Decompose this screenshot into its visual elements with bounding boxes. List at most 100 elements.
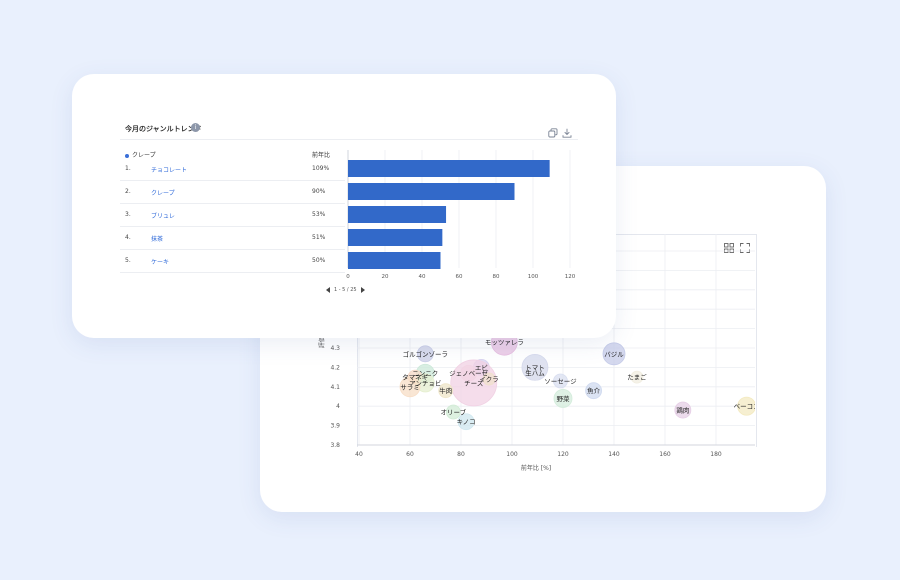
rank: 3. (125, 211, 131, 218)
x-tick-label: 180 (710, 451, 722, 458)
x-tick-label: 140 (608, 451, 620, 458)
bubble[interactable] (399, 376, 421, 398)
y-tick-label: 3.8 (330, 442, 340, 449)
bubble[interactable] (416, 345, 434, 363)
pagination: 1 - 5 / 25 (326, 287, 365, 294)
expand-icon[interactable] (740, 238, 750, 253)
bar[interactable] (348, 229, 443, 246)
rank: 5. (125, 257, 131, 264)
bubble[interactable] (438, 383, 454, 399)
bubble-label: ベーコン (734, 403, 760, 411)
x-tick-label: 100 (506, 451, 518, 458)
bubble-label: 鶏肉 (676, 406, 689, 415)
x-tick-label: 40 (355, 451, 363, 458)
bubble-label: ニンニク (412, 370, 438, 378)
x-tick-label: 0 (346, 274, 350, 280)
trend-card (72, 74, 616, 338)
table-row[interactable]: 1. チョコレート 109% (120, 157, 345, 181)
x-tick-label: 20 (382, 274, 389, 280)
bubble-label: たまご (627, 373, 647, 382)
bubble-label: モッツァレラ (485, 339, 524, 347)
bubble[interactable] (450, 359, 498, 407)
bubble-label: ゴルゴンゾーラ (403, 349, 448, 358)
bar[interactable] (348, 183, 515, 200)
info-icon[interactable]: i (191, 123, 200, 132)
page-range: 1 - 5 / 25 (334, 287, 357, 293)
x-tick-label: 120 (557, 451, 569, 458)
bubble[interactable] (482, 372, 496, 386)
bubble[interactable] (457, 413, 475, 431)
bubble-label: ソーセージ (544, 377, 577, 385)
x-axis-title: 前年比 [%] (521, 464, 551, 472)
y-tick-label: 4 (336, 403, 340, 410)
x-tick-label: 60 (406, 451, 414, 458)
bubble[interactable] (585, 382, 603, 400)
bubble-label: 生ハム (525, 369, 545, 378)
bubble-label: サラミ (400, 383, 420, 391)
yoy-column-header: 前年比 (312, 152, 331, 159)
bubble-label: ジェノベーゼ (449, 369, 489, 378)
rank: 2. (125, 188, 131, 195)
copy-icon[interactable] (548, 123, 558, 142)
x-tick-label: 120 (565, 274, 576, 280)
bar[interactable] (348, 160, 550, 177)
bubble[interactable] (737, 396, 756, 416)
genre-link[interactable]: 抹茶 (151, 236, 164, 243)
bubble-label: イクラ (479, 376, 498, 384)
bar[interactable] (348, 206, 447, 223)
y-tick-label: 3.9 (330, 423, 340, 430)
genre-link[interactable]: クレープ (151, 190, 175, 197)
table-row[interactable]: 2. クレープ 90% (120, 180, 345, 204)
download-icon[interactable] (562, 123, 572, 142)
bubble-label: キノコ (457, 418, 476, 426)
genre-link[interactable]: ブリュレ (151, 213, 175, 220)
bubble-label: オリーブ (441, 408, 467, 417)
card-title: 今月のジャンルトレンド (125, 125, 202, 133)
x-tick-label: 100 (528, 274, 539, 280)
bubble-label: チーズ (464, 378, 484, 387)
title-divider (120, 139, 578, 140)
next-page-icon[interactable] (360, 287, 365, 293)
bubble-label: アンチョビ (409, 378, 441, 387)
bar-chart: 0 20 40 60 80 100 120 (346, 150, 576, 280)
rank: 4. (125, 234, 131, 241)
genre-column-header: クレープ (125, 150, 156, 159)
x-tick-label: 80 (457, 451, 465, 458)
bubble[interactable] (527, 365, 543, 381)
y-axis-title: 評価 (318, 336, 326, 348)
y-tick-label: 4.3 (330, 345, 340, 352)
bar[interactable] (348, 252, 441, 269)
bubble[interactable] (674, 401, 692, 419)
bubble-label: 牛肉 (439, 386, 452, 395)
yoy-value: 53% (312, 211, 326, 218)
bubble-label: トマト (525, 364, 545, 372)
yoy-value: 51% (312, 234, 326, 241)
table-row[interactable]: 5. ケーキ 50% (120, 249, 345, 273)
prev-page-icon[interactable] (326, 287, 330, 293)
genre-header-label: クレープ (132, 152, 156, 159)
bubble[interactable] (445, 404, 461, 420)
bubble[interactable] (553, 389, 573, 408)
x-tick-label: 60 (456, 274, 463, 280)
x-tick-label: 160 (659, 451, 671, 458)
x-tick-label: 40 (419, 274, 426, 280)
genre-link[interactable]: ケーキ (151, 259, 170, 266)
yoy-value: 109% (312, 165, 330, 172)
table-row[interactable]: 3. ブリュレ 53% (120, 203, 345, 227)
series-dot (125, 153, 129, 158)
y-tick-label: 4.1 (330, 384, 340, 391)
bubble[interactable] (602, 342, 626, 366)
x-tick-label: 80 (493, 274, 500, 280)
bubble[interactable] (553, 373, 568, 389)
genre-link[interactable]: チョコレート (151, 167, 188, 174)
rank: 1. (125, 165, 131, 172)
bubble-label: タマネギ (402, 373, 429, 382)
bubble[interactable] (630, 370, 644, 384)
scatter-chart: 40 60 80 100 120 140 160 180 3.8 3.9 4 4.1 4.2 4.3 前年比… (318, 234, 760, 472)
table-row[interactable]: 4. 抹茶 51% (120, 226, 345, 250)
bubble-label: バジル (604, 350, 624, 358)
yoy-value: 90% (312, 188, 326, 195)
yoy-value: 50% (312, 257, 326, 264)
bubble-label: 魚介 (587, 386, 601, 395)
